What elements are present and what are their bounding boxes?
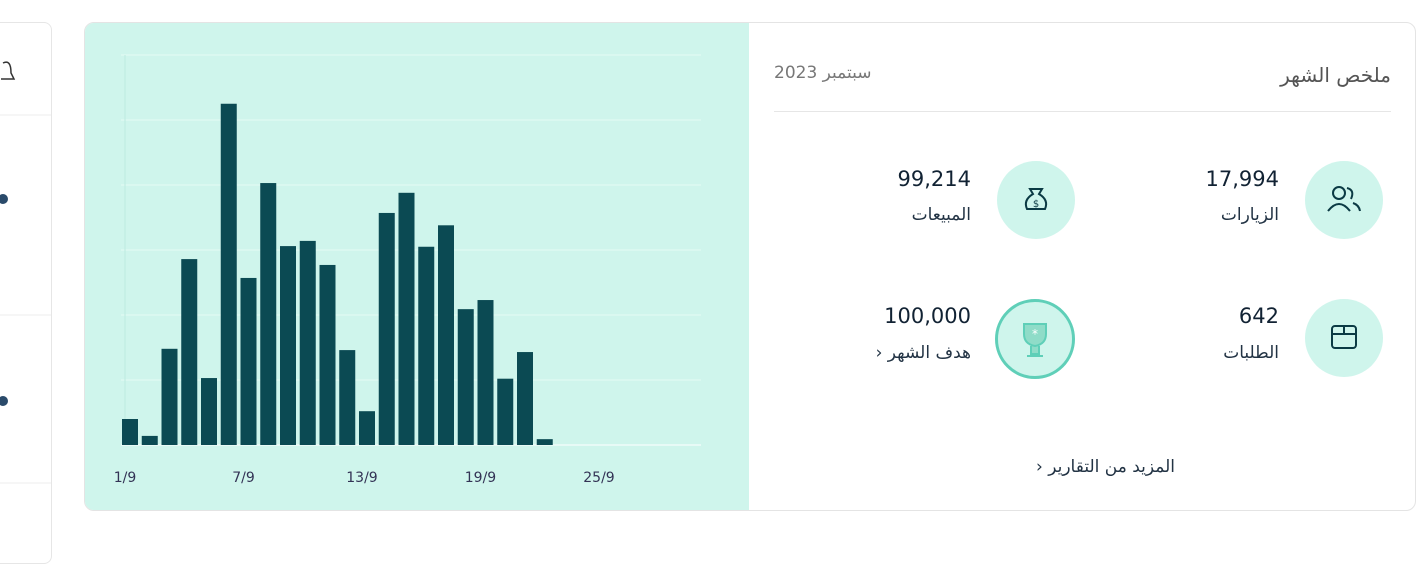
bar bbox=[141, 435, 158, 445]
stat-label: المبيعات bbox=[911, 205, 971, 225]
stat-label: الطلبات bbox=[1223, 343, 1279, 363]
bar bbox=[220, 103, 237, 445]
bar bbox=[438, 225, 454, 445]
divider bbox=[774, 111, 1391, 112]
bar bbox=[457, 309, 474, 445]
money-bag-icon: $ bbox=[1024, 188, 1048, 210]
users-icon bbox=[1327, 186, 1361, 212]
bar bbox=[201, 378, 217, 445]
svg-text:*: * bbox=[1032, 327, 1038, 341]
orders-icon bbox=[1305, 299, 1383, 377]
chart: 1/9 7/9 13/9 19/9 25/9 bbox=[114, 54, 701, 486]
x-tick-label: 19/9 bbox=[465, 470, 496, 486]
link-text[interactable]: المزيد من التقارير bbox=[1048, 457, 1175, 477]
chart-panel: 1/9 7/9 13/9 19/9 25/9 bbox=[85, 23, 749, 510]
bar bbox=[536, 439, 553, 445]
stat-value: 17,994 bbox=[1205, 167, 1279, 191]
visits-icon bbox=[1305, 161, 1383, 239]
x-tick-label: 7/9 bbox=[232, 470, 255, 486]
stat-value: 99,214 bbox=[897, 167, 971, 191]
bar bbox=[359, 411, 375, 445]
x-tick-label: 1/9 bbox=[114, 470, 137, 486]
bar bbox=[517, 352, 533, 445]
card-title: ملخص الشهر bbox=[1280, 63, 1391, 87]
bell-icon[interactable] bbox=[1, 61, 16, 80]
sidebar bbox=[0, 22, 52, 564]
sales-icon: $ bbox=[997, 161, 1075, 239]
goal-icon: * bbox=[995, 299, 1075, 379]
stat-label: الزيارات bbox=[1220, 205, 1279, 225]
dot bbox=[0, 396, 8, 406]
bar bbox=[418, 246, 435, 445]
more-reports-link[interactable]: المزيد من التقارير ‹ bbox=[1036, 457, 1175, 477]
bar bbox=[497, 378, 514, 445]
bar bbox=[299, 240, 316, 445]
stat-label[interactable]: هدف الشهر bbox=[887, 343, 971, 363]
stat-value: 642 bbox=[1238, 304, 1279, 328]
bar bbox=[181, 259, 198, 445]
x-tick-label: 25/9 bbox=[583, 470, 614, 486]
summary-card: 1/9 7/9 13/9 19/9 25/9 ملخص الشهر سبتمبر 202… bbox=[84, 22, 1416, 511]
bar bbox=[240, 277, 257, 445]
bar bbox=[378, 212, 395, 445]
dot bbox=[0, 194, 8, 204]
period: سبتمبر 2023 bbox=[774, 63, 872, 83]
stat-value: 100,000 bbox=[884, 304, 971, 328]
bar bbox=[260, 183, 277, 446]
svg-text:$: $ bbox=[1033, 199, 1039, 210]
bar bbox=[161, 348, 178, 445]
bar bbox=[477, 300, 494, 445]
bar bbox=[339, 350, 356, 445]
bar bbox=[280, 246, 296, 445]
bar bbox=[122, 419, 138, 445]
sidebar-icons bbox=[0, 61, 51, 484]
goal-link[interactable]: هدف الشهر ‹ bbox=[875, 343, 971, 363]
bar bbox=[319, 264, 336, 445]
box-icon bbox=[1331, 325, 1357, 349]
bar bbox=[398, 192, 415, 445]
trophy-icon: * bbox=[1023, 323, 1047, 357]
x-tick-label: 13/9 bbox=[346, 470, 377, 486]
